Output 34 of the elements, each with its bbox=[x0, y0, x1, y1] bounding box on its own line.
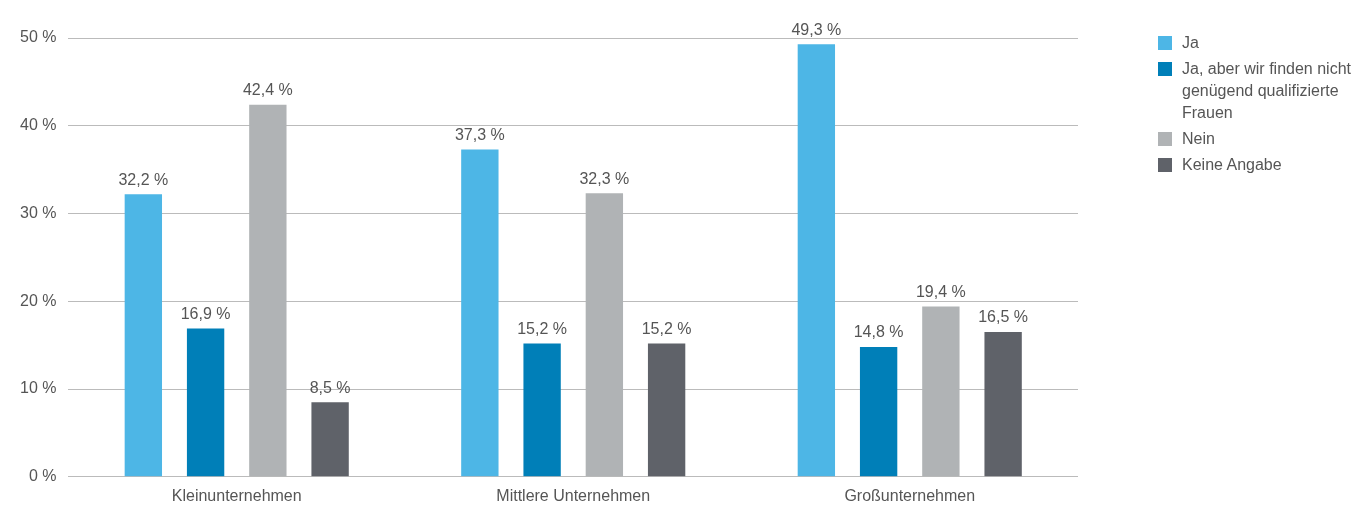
bar bbox=[311, 402, 349, 477]
data-label: 37,3 % bbox=[454, 125, 505, 143]
legend-label: Nein bbox=[1182, 129, 1215, 149]
data-label: 15,2 % bbox=[517, 319, 568, 337]
legend-label: Keine Angabe bbox=[1182, 155, 1282, 175]
bar bbox=[124, 194, 163, 477]
x-tick-label: Großunternehmen bbox=[844, 486, 976, 504]
y-tick-label: 10 % bbox=[20, 379, 57, 397]
data-label: 15,2 % bbox=[641, 319, 692, 337]
bar bbox=[859, 346, 898, 477]
bar bbox=[647, 343, 686, 477]
y-tick-label: 0 % bbox=[28, 467, 57, 485]
data-label: 32,3 % bbox=[579, 169, 630, 187]
y-tick-label: 30 % bbox=[20, 203, 57, 221]
x-tick-label: Kleinunternehmen bbox=[171, 486, 302, 504]
bar bbox=[984, 332, 1022, 477]
y-tick-label: 20 % bbox=[20, 291, 57, 309]
bar bbox=[461, 149, 499, 477]
data-label: 16,9 % bbox=[180, 304, 231, 322]
bar bbox=[186, 328, 225, 477]
data-label: 32,2 % bbox=[118, 170, 169, 188]
bar bbox=[797, 44, 836, 477]
data-label: 8,5 % bbox=[309, 378, 351, 396]
data-label: 49,3 % bbox=[791, 20, 842, 38]
legend-label: Ja, aber wir finden nicht genügend qualifizierte Frauen bbox=[1182, 59, 1352, 123]
bar bbox=[523, 343, 561, 477]
data-label: 14,8 % bbox=[853, 323, 904, 341]
data-label: 42,4 % bbox=[242, 81, 293, 99]
data-label: 19,4 % bbox=[915, 282, 966, 300]
data-label: 16,5 % bbox=[978, 308, 1029, 326]
y-tick-label: 50 % bbox=[20, 28, 57, 46]
y-tick-label: 40 % bbox=[20, 116, 57, 134]
legend-label: Ja bbox=[1182, 33, 1199, 53]
x-tick-label: Mittlere Unternehmen bbox=[496, 486, 651, 504]
